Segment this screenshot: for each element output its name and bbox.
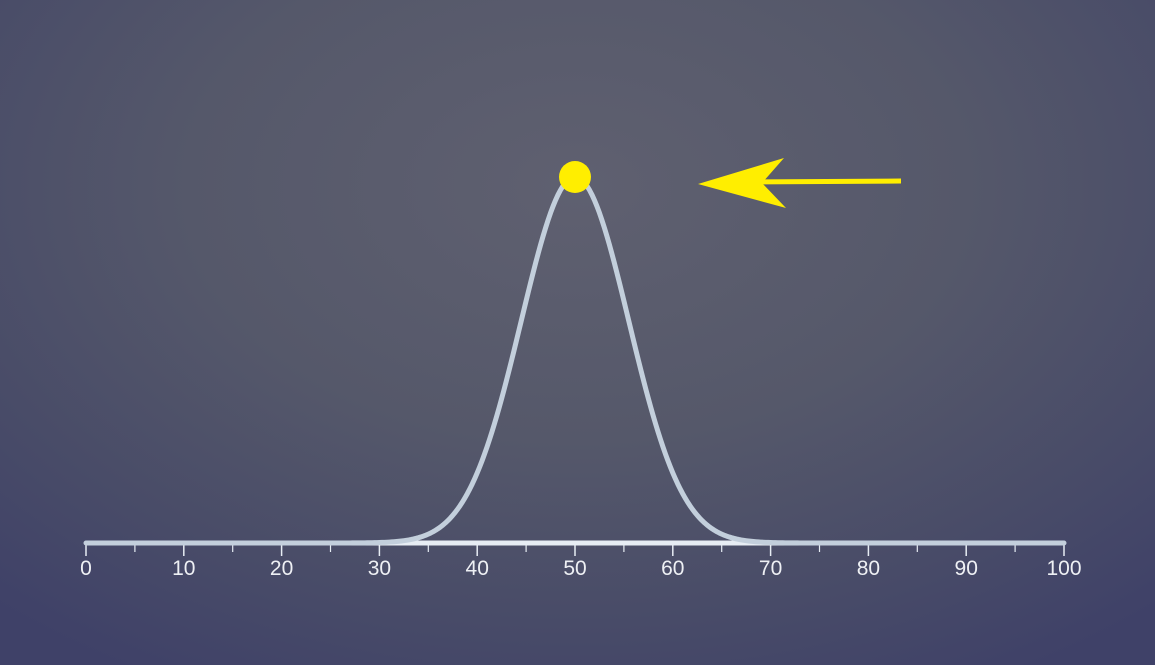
x-tick-label: 100 — [1046, 557, 1081, 580]
x-tick-label: 60 — [661, 557, 684, 580]
curve-layer — [86, 177, 1064, 543]
x-tick-label: 50 — [563, 557, 586, 580]
x-tick-label: 90 — [955, 557, 978, 580]
x-tick-label: 30 — [368, 557, 391, 580]
x-tick-label: 40 — [466, 557, 489, 580]
x-tick-label: 10 — [172, 557, 195, 580]
x-tick-label: 80 — [857, 557, 880, 580]
arrow-annotation — [698, 158, 901, 208]
peak-marker — [559, 161, 591, 193]
x-axis: 0 10 20 30 40 50 60 70 80 90 100 — [80, 543, 1081, 580]
x-tick-label: 70 — [759, 557, 782, 580]
arrow-shaft — [745, 181, 901, 182]
distribution-curve — [86, 177, 1064, 543]
x-tick-label: 0 — [80, 557, 92, 580]
x-tick-label: 20 — [270, 557, 293, 580]
marker-layer — [559, 161, 591, 193]
